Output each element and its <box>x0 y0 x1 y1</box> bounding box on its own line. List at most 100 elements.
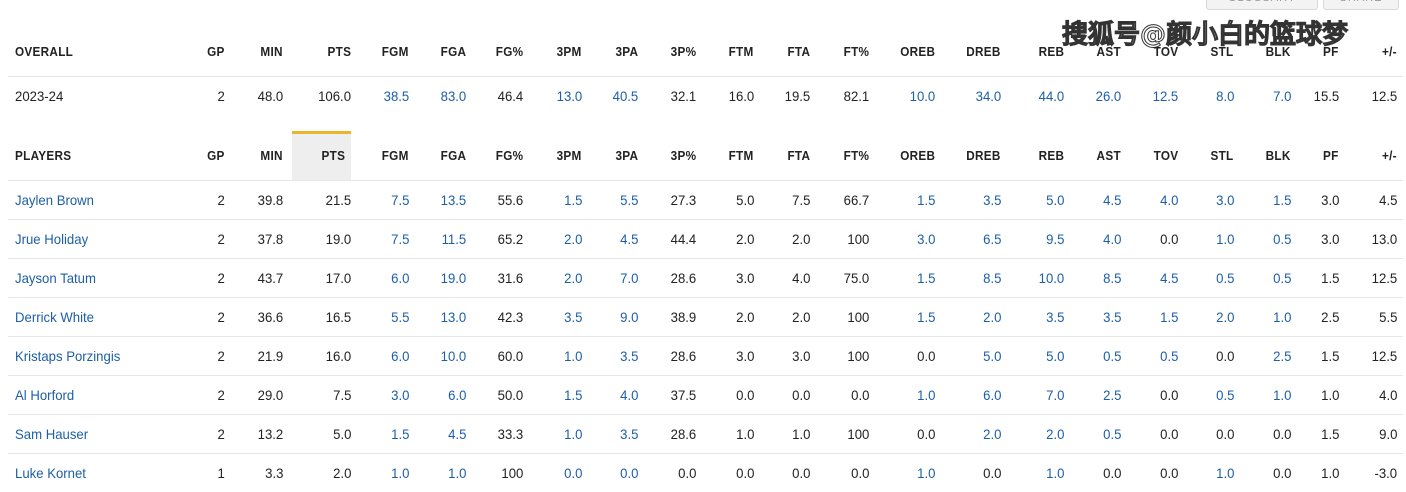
column-header-pts[interactable]: PTS <box>327 45 351 59</box>
column-header-ast[interactable]: AST <box>1096 148 1121 163</box>
player-stat-dreb[interactable]: 5.0 <box>982 348 1001 364</box>
column-header-3pa[interactable]: 3PA <box>615 45 638 59</box>
column-header-pf[interactable]: PF <box>1323 45 1339 59</box>
column-header-gp[interactable]: GP <box>207 148 225 163</box>
column-header-dreb[interactable]: DREB <box>966 148 1001 163</box>
player-stat-tov[interactable]: 0.5 <box>1159 348 1178 364</box>
player-stat-3pa[interactable]: 7.0 <box>619 270 638 286</box>
player-stat-ast[interactable]: 3.5 <box>1102 309 1121 325</box>
player-stat-reb[interactable]: 5.0 <box>1045 348 1064 364</box>
player-stat-3pa[interactable]: 3.5 <box>619 426 638 442</box>
player-stat-3pm[interactable]: 2.0 <box>563 270 582 286</box>
column-header-3p-pct[interactable]: 3P% <box>670 148 696 163</box>
player-stat-fga[interactable]: 10.0 <box>440 348 466 364</box>
player-stat-dreb[interactable]: 2.0 <box>982 426 1001 442</box>
overall-stat-reb[interactable]: 44.0 <box>1038 88 1064 104</box>
column-header-plus-minus[interactable]: +/- <box>1382 148 1397 163</box>
column-header-3pm[interactable]: 3PM <box>556 45 582 59</box>
player-stat-fga[interactable]: 6.0 <box>447 387 466 403</box>
column-header-fga[interactable]: FGA <box>440 148 466 163</box>
player-stat-fga[interactable]: 13.5 <box>440 192 466 208</box>
column-header-min[interactable]: MIN <box>260 45 283 59</box>
overall-stat-ast[interactable]: 26.0 <box>1095 88 1121 104</box>
player-stat-blk[interactable]: 2.5 <box>1272 348 1291 364</box>
overall-stat-blk[interactable]: 7.0 <box>1272 88 1291 104</box>
player-stat-reb[interactable]: 5.0 <box>1045 192 1064 208</box>
column-header-tov[interactable]: TOV <box>1153 45 1178 59</box>
column-header-ftm[interactable]: FTM <box>729 45 754 59</box>
player-stat-3pm[interactable]: 1.5 <box>563 192 582 208</box>
player-stat-fga[interactable]: 11.5 <box>441 231 466 247</box>
player-stat-3pa[interactable]: 4.0 <box>619 387 638 403</box>
player-stat-fga[interactable]: 1.0 <box>447 465 466 481</box>
player-name-link[interactable]: Jrue Holiday <box>15 231 89 247</box>
overall-stat-fga[interactable]: 83.0 <box>440 88 466 104</box>
player-stat-stl[interactable]: 0.5 <box>1215 387 1234 403</box>
player-stat-blk[interactable]: 1.5 <box>1272 192 1291 208</box>
player-name-link[interactable]: Jaylen Brown <box>15 192 95 208</box>
player-stat-ast[interactable]: 2.5 <box>1102 387 1121 403</box>
column-header-fgm[interactable]: FGM <box>382 148 409 163</box>
column-header-ft-pct[interactable]: FT% <box>843 45 869 59</box>
player-name-link[interactable]: Luke Kornet <box>15 465 86 481</box>
player-stat-tov[interactable]: 1.5 <box>1159 309 1178 325</box>
player-stat-fga[interactable]: 13.0 <box>440 309 466 325</box>
overall-stat-stl[interactable]: 8.0 <box>1215 88 1234 104</box>
player-stat-blk[interactable]: 1.0 <box>1272 309 1291 325</box>
player-name-link[interactable]: Sam Hauser <box>15 426 89 442</box>
player-stat-3pm[interactable]: 2.0 <box>563 231 582 247</box>
overall-stat-3pa[interactable]: 40.5 <box>612 88 638 104</box>
column-header-ftm[interactable]: FTM <box>729 148 754 163</box>
player-stat-3pm[interactable]: 1.0 <box>563 348 582 364</box>
player-stat-ast[interactable]: 0.5 <box>1102 348 1121 364</box>
column-header-gp[interactable]: GP <box>207 45 225 59</box>
player-stat-stl[interactable]: 0.5 <box>1215 270 1234 286</box>
overall-stat-dreb[interactable]: 34.0 <box>975 88 1001 104</box>
player-stat-oreb[interactable]: 1.5 <box>916 192 935 208</box>
player-stat-3pm[interactable]: 1.5 <box>563 387 582 403</box>
column-header-tov[interactable]: TOV <box>1153 148 1178 163</box>
column-header-fta[interactable]: FTA <box>787 148 810 163</box>
player-stat-dreb[interactable]: 6.5 <box>982 231 1001 247</box>
column-header-3p-pct[interactable]: 3P% <box>670 45 696 59</box>
player-stat-3pa[interactable]: 9.0 <box>619 309 638 325</box>
player-stat-ast[interactable]: 0.5 <box>1102 426 1121 442</box>
player-stat-oreb[interactable]: 3.0 <box>916 231 935 247</box>
column-header-plus-minus[interactable]: +/- <box>1382 45 1397 59</box>
player-stat-fga[interactable]: 4.5 <box>447 426 466 442</box>
player-stat-fgm[interactable]: 6.0 <box>390 348 409 364</box>
column-header-dreb[interactable]: DREB <box>966 45 1001 59</box>
column-header-3pa[interactable]: 3PA <box>615 148 638 163</box>
player-stat-3pa[interactable]: 4.5 <box>619 231 638 247</box>
overall-stat-fgm[interactable]: 38.5 <box>383 88 409 104</box>
column-header-fg-pct[interactable]: FG% <box>495 45 523 59</box>
player-stat-fgm[interactable]: 7.5 <box>390 192 409 208</box>
column-header-pf[interactable]: PF <box>1323 148 1339 163</box>
overall-stat-oreb[interactable]: 10.0 <box>909 88 935 104</box>
player-stat-blk[interactable]: 0.5 <box>1272 270 1291 286</box>
player-stat-stl[interactable]: 1.0 <box>1215 465 1234 481</box>
player-name-link[interactable]: Derrick White <box>15 309 94 325</box>
player-stat-oreb[interactable]: 1.5 <box>916 270 935 286</box>
column-header-min[interactable]: MIN <box>260 148 283 163</box>
column-header-ast[interactable]: AST <box>1096 45 1121 59</box>
player-name-link[interactable]: Al Horford <box>15 387 75 403</box>
player-stat-reb[interactable]: 7.0 <box>1045 387 1064 403</box>
player-stat-reb[interactable]: 3.5 <box>1045 309 1064 325</box>
column-header-fgm[interactable]: FGM <box>382 45 409 59</box>
player-stat-stl[interactable]: 1.0 <box>1215 231 1234 247</box>
column-header-stl[interactable]: STL <box>1210 45 1234 59</box>
player-stat-3pa[interactable]: 5.5 <box>619 192 638 208</box>
player-stat-reb[interactable]: 2.0 <box>1045 426 1064 442</box>
player-stat-dreb[interactable]: 8.5 <box>982 270 1001 286</box>
player-name-link[interactable]: Kristaps Porzingis <box>15 348 121 364</box>
player-stat-fga[interactable]: 19.0 <box>440 270 466 286</box>
player-stat-3pa[interactable]: 0.0 <box>619 465 638 481</box>
player-stat-reb[interactable]: 10.0 <box>1038 270 1064 286</box>
player-stat-fgm[interactable]: 6.0 <box>390 270 409 286</box>
column-header-fg-pct[interactable]: FG% <box>495 148 523 163</box>
column-header-reb[interactable]: REB <box>1038 45 1064 59</box>
player-stat-oreb[interactable]: 1.0 <box>916 387 935 403</box>
player-name-link[interactable]: Jayson Tatum <box>15 270 96 286</box>
player-stat-reb[interactable]: 1.0 <box>1045 465 1064 481</box>
